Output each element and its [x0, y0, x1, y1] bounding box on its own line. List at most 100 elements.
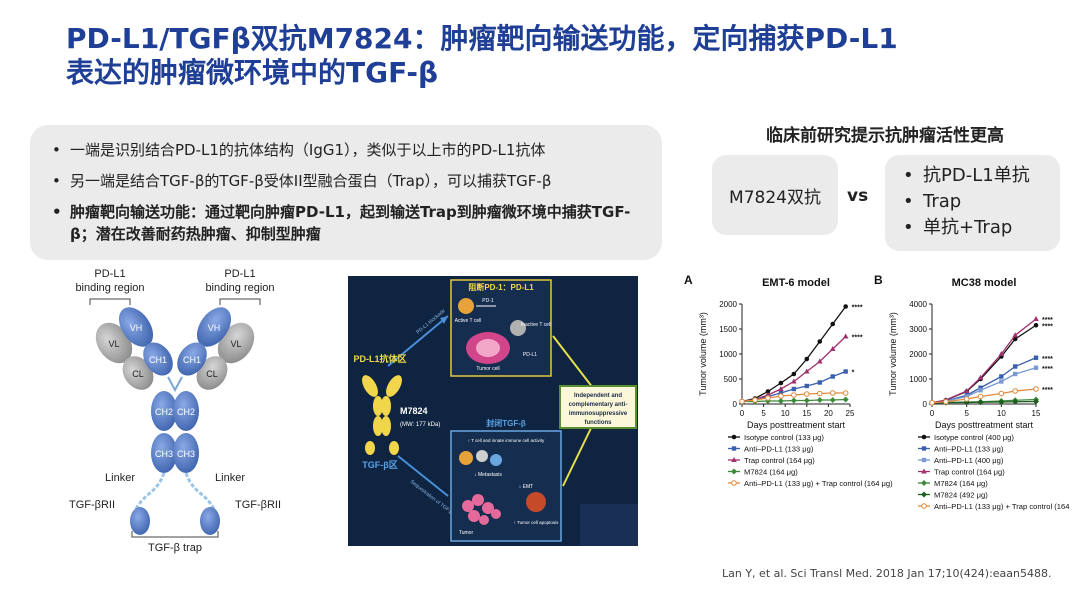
bracket-left	[89, 298, 131, 305]
inactive-t-cell	[510, 320, 526, 336]
pd1-label: PD-1	[482, 298, 494, 304]
bullet-panel: 一端是识别结合PD-L1的抗体结构（IgG1），类似于以上市的PD-L1抗体 另…	[30, 125, 662, 260]
data-point	[790, 397, 797, 404]
data-point	[830, 374, 835, 379]
data-point	[1033, 398, 1039, 405]
x-tick-label: 20	[824, 409, 833, 418]
data-point	[829, 390, 836, 396]
data-point	[1013, 364, 1018, 369]
data-point	[816, 358, 823, 364]
seal-note: ↑ T cell and innate immune cell activity	[468, 438, 545, 443]
legend-marker	[731, 468, 737, 475]
x-tick-label: 15	[802, 409, 811, 418]
y-axis-label: Tumor volume (mm³)	[888, 312, 898, 396]
pdl1-left-label-1: PD-L1	[94, 268, 125, 280]
data-point	[999, 374, 1004, 379]
ch1-right	[177, 342, 207, 376]
antibody-diagram: PD-L1 binding region PD-L1 binding regio…	[69, 268, 281, 554]
data-point	[929, 399, 935, 406]
ch2-right-label: CH2	[177, 407, 195, 417]
mechanism-diagram: 阻断PD-1：PD-L1 Active T cell PD-1 Inactive…	[348, 276, 638, 546]
data-point	[791, 386, 797, 392]
x-axis-label: Days posttreatment start	[747, 420, 846, 430]
tgf-rii-left	[130, 507, 150, 535]
data-point	[1033, 365, 1039, 370]
cl-left-label: CL	[132, 369, 144, 379]
trap-bracket	[131, 531, 219, 538]
comparison-right-item: Trap	[899, 189, 1052, 215]
legend-label: M7824 (492 μg)	[934, 491, 988, 500]
vl-right	[217, 322, 255, 364]
legend-marker	[921, 457, 927, 463]
sequestration-arrow	[397, 455, 449, 497]
dark-corner	[580, 504, 638, 546]
data-point	[778, 390, 784, 396]
legend-marker	[921, 468, 927, 474]
vh-left-label: VH	[130, 323, 143, 333]
legend-label: Anti–PD-L1 (133 μg)	[934, 445, 1004, 454]
data-point	[943, 398, 949, 405]
significance-label: ****	[1042, 356, 1053, 363]
y-tick-label: 0	[923, 400, 928, 409]
slide-title: PD-L1/TGFβ双抗M7824：肿瘤靶向输送功能，定向捕获PD-L1 表达的…	[66, 22, 1026, 90]
legend-marker	[731, 434, 737, 440]
panel-letter: A	[684, 273, 693, 287]
blockade-arrow	[387, 315, 449, 367]
x-tick-label: 15	[1032, 409, 1041, 418]
tgf-region-label: TGF-β区	[362, 460, 398, 470]
data-point	[998, 399, 1005, 405]
data-point	[829, 397, 836, 403]
data-point	[842, 396, 849, 403]
linker-left-label: Linker	[105, 472, 135, 484]
data-point	[816, 397, 823, 403]
data-point	[778, 380, 784, 386]
data-point	[830, 321, 836, 327]
data-point	[999, 379, 1004, 384]
data-point	[998, 390, 1005, 397]
vl-left-label: VL	[108, 339, 119, 349]
data-point	[977, 393, 984, 400]
tgf-rii-right	[200, 507, 220, 535]
pdl1-right-label-1: PD-L1	[224, 268, 255, 280]
y-tick-label: 2000	[909, 350, 927, 359]
data-point	[978, 388, 983, 393]
y-tick-label: 2000	[719, 300, 737, 309]
data-point	[804, 383, 809, 389]
significance-label: ****	[1042, 387, 1053, 394]
data-point	[1033, 316, 1039, 321]
chart-title: EMT-6 model	[762, 277, 830, 289]
data-point	[817, 339, 823, 344]
y-tick-label: 1000	[909, 375, 927, 384]
data-point	[803, 397, 810, 404]
legend-label: Anti–PD-L1 (133 μg) + Trap control (164 …	[934, 502, 1070, 511]
legend-marker	[731, 480, 737, 486]
pdl1-region-label: PD-L1抗体区	[353, 353, 406, 364]
data-point	[791, 392, 797, 398]
data-point	[778, 386, 784, 391]
functions-line-4: functions	[585, 420, 613, 426]
data-point	[804, 391, 810, 397]
vs-label: vs	[847, 186, 869, 206]
pdl1-label: PD-L1	[523, 352, 537, 358]
linker-left	[134, 472, 166, 510]
significance-label: ****	[852, 305, 863, 312]
arrow-bottom-to-functions	[562, 423, 594, 487]
data-point	[842, 333, 849, 339]
ch3-right	[173, 433, 199, 473]
data-point	[963, 396, 970, 402]
ch1-left	[143, 342, 173, 376]
vl-right-label: VL	[230, 339, 241, 349]
data-point	[791, 371, 797, 377]
x-tick-label: 0	[740, 409, 745, 418]
data-point	[1013, 371, 1018, 377]
pdl1-right-label-2: binding region	[205, 282, 274, 294]
data-point	[817, 380, 822, 385]
data-point	[777, 398, 784, 404]
x-tick-label: 0	[930, 409, 935, 418]
citation: Lan Y, et al. Sci Transl Med. 2018 Jan 1…	[722, 567, 1052, 580]
slide-title-line-2: 表达的肿瘤微环境中的TGF-β	[66, 56, 439, 89]
legend-marker	[921, 446, 927, 451]
y-tick-label: 500	[724, 375, 738, 384]
immune-cells	[459, 450, 502, 466]
tumor-cell-top-nucleus	[476, 339, 500, 357]
